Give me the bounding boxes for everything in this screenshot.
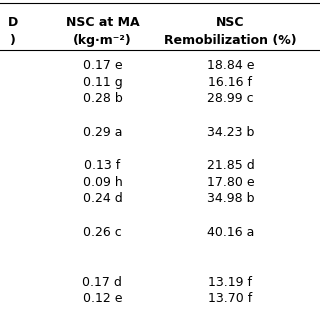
Text: 17.80 e: 17.80 e — [207, 176, 254, 189]
Text: 0.13 f: 0.13 f — [84, 159, 121, 172]
Text: 34.98 b: 34.98 b — [207, 192, 254, 205]
Text: 40.16 a: 40.16 a — [207, 226, 254, 239]
Text: D: D — [8, 16, 18, 29]
Text: ): ) — [10, 34, 16, 47]
Text: Remobilization (%): Remobilization (%) — [164, 34, 297, 47]
Text: 13.19 f: 13.19 f — [208, 276, 252, 289]
Text: 0.24 d: 0.24 d — [83, 192, 122, 205]
Text: 0.09 h: 0.09 h — [83, 176, 122, 189]
Text: 16.16 f: 16.16 f — [208, 76, 252, 89]
Text: 0.29 a: 0.29 a — [83, 126, 122, 139]
Text: 0.12 e: 0.12 e — [83, 292, 122, 305]
Text: 21.85 d: 21.85 d — [206, 159, 254, 172]
Text: 0.17 e: 0.17 e — [83, 59, 122, 72]
Text: (kg·m⁻²): (kg·m⁻²) — [73, 34, 132, 47]
Text: NSC at MA: NSC at MA — [66, 16, 139, 29]
Text: NSC: NSC — [216, 16, 245, 29]
Text: 34.23 b: 34.23 b — [207, 126, 254, 139]
Text: 0.26 c: 0.26 c — [83, 226, 122, 239]
Text: 0.11 g: 0.11 g — [83, 76, 122, 89]
Text: 28.99 c: 28.99 c — [207, 92, 254, 106]
Text: 18.84 e: 18.84 e — [207, 59, 254, 72]
Text: 0.17 d: 0.17 d — [83, 276, 122, 289]
Text: 0.28 b: 0.28 b — [83, 92, 122, 106]
Text: 13.70 f: 13.70 f — [208, 292, 252, 305]
